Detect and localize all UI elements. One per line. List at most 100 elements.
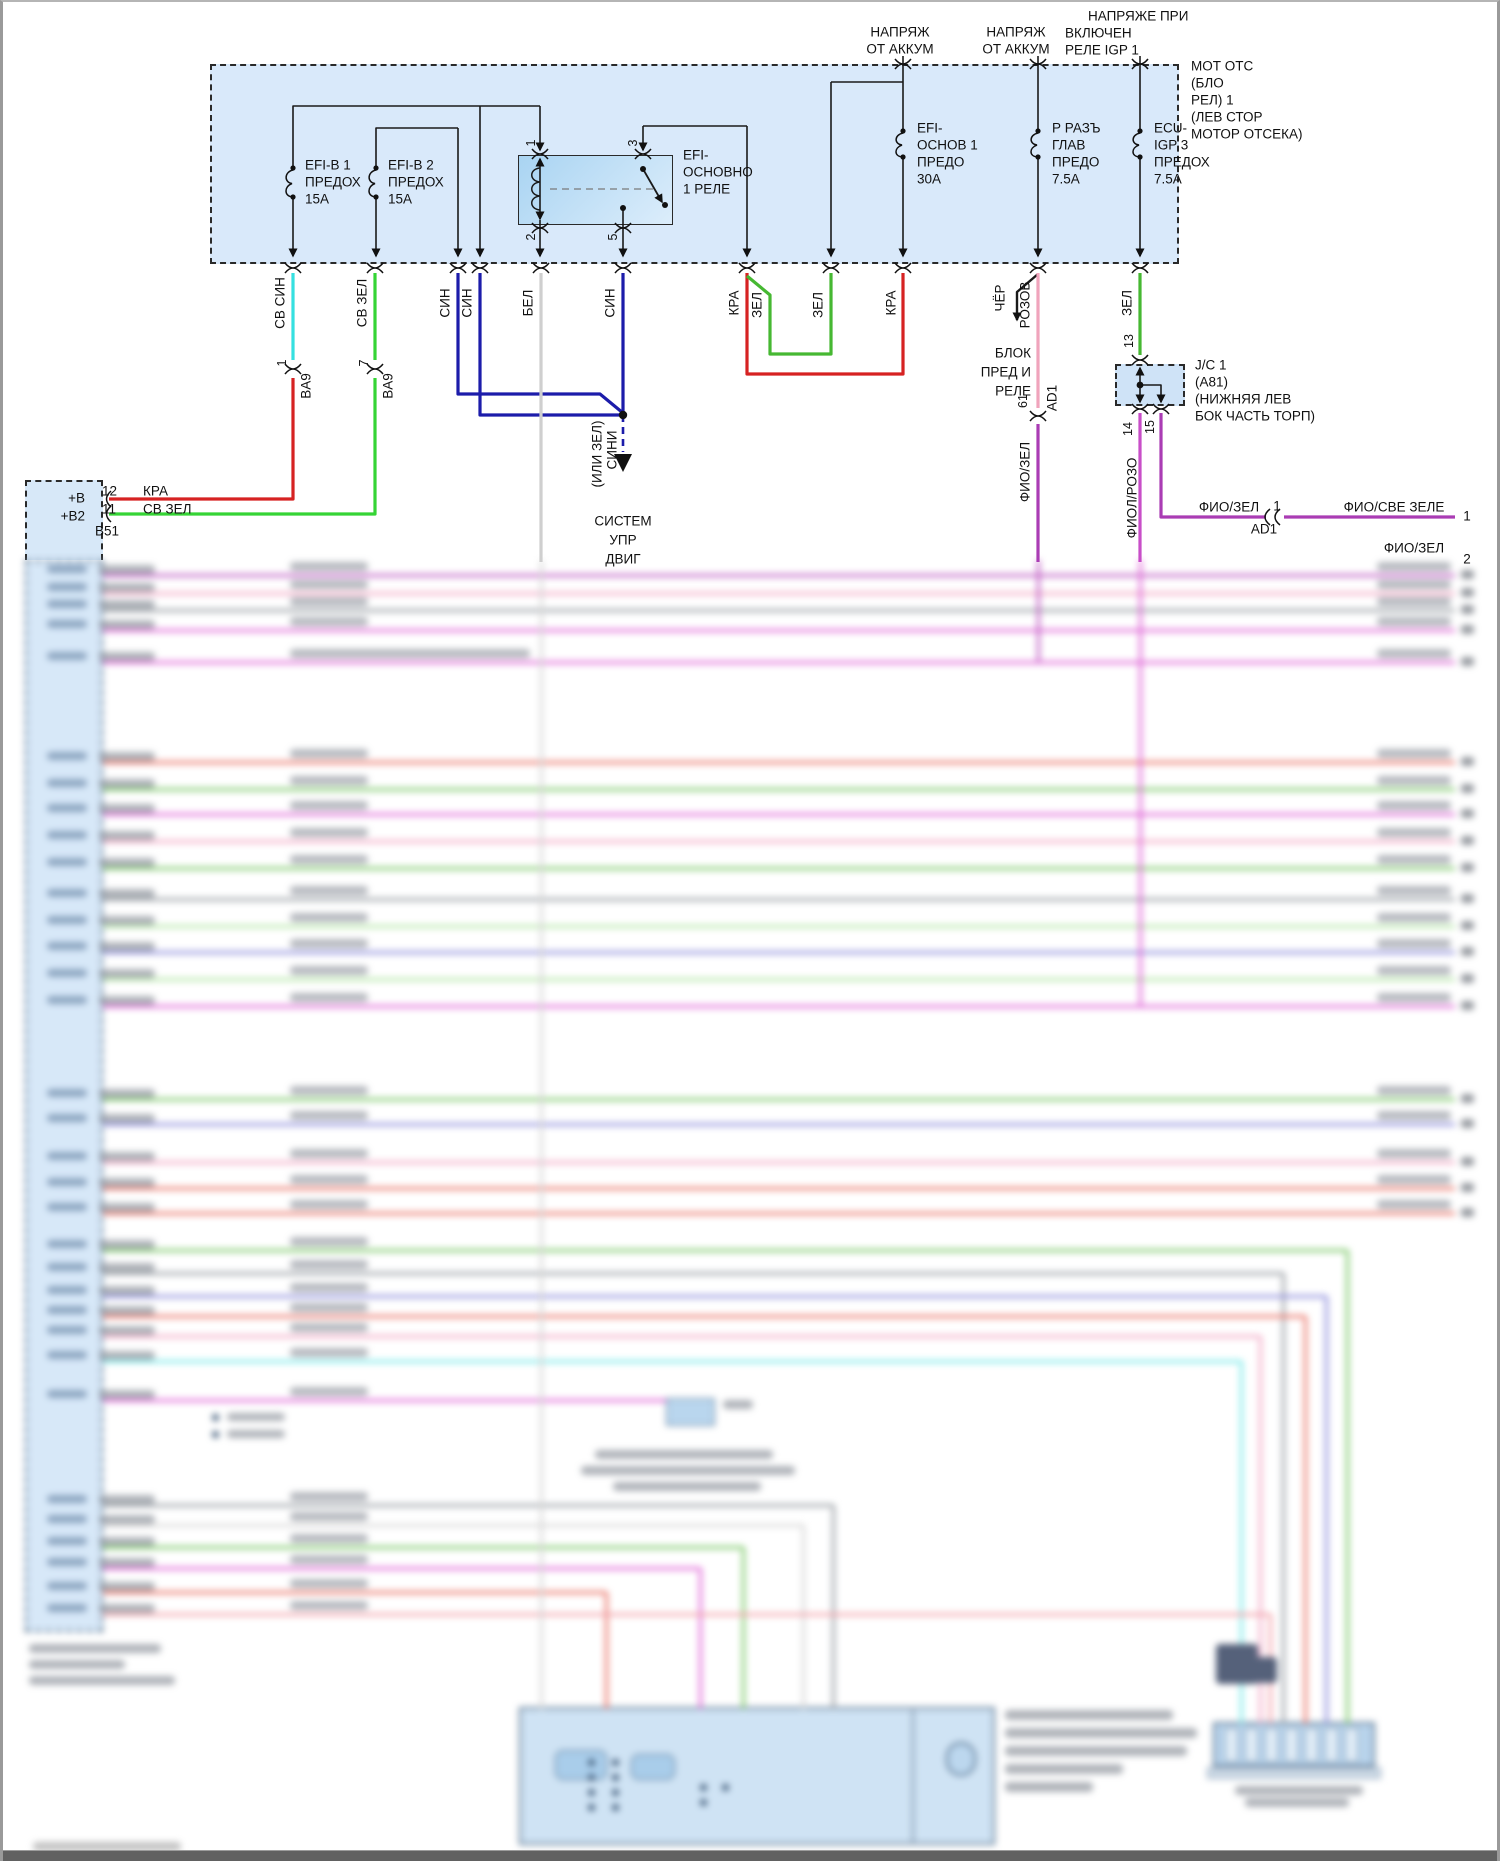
blurred-element: [700, 1799, 707, 1806]
blurred-element: [47, 1286, 87, 1294]
blurred-element: [588, 1759, 595, 1766]
blurred-element: [1377, 828, 1451, 837]
diagram-label: 5: [605, 233, 620, 241]
blurred-element: [290, 886, 368, 895]
blurred-element: [1265, 1728, 1278, 1762]
blurred-element: [1377, 855, 1451, 864]
diagram-label: РЕЛ) 1: [1191, 92, 1234, 108]
blurred-element: [47, 779, 87, 787]
diagram-label: КРА: [726, 290, 742, 316]
diagram-label: В51: [95, 523, 120, 539]
blurred-element: [1461, 863, 1474, 872]
blurred-element: [29, 1644, 161, 1653]
blurred-element: [1377, 993, 1451, 1002]
diagram-label: (НИЖНЯЯ ЛЕВ: [1195, 391, 1292, 407]
blurred-element: [47, 652, 87, 660]
blurred-element: [47, 752, 87, 760]
diagram-label: ПРЕДОХ: [1154, 154, 1210, 170]
blurred-element: [99, 565, 155, 574]
blurred-element: [103, 1211, 1455, 1215]
blurred-element: [1377, 649, 1451, 658]
diagram-label: ОТ АККУМ: [866, 41, 934, 57]
blurred-element: [99, 1089, 155, 1098]
blurred-element: [47, 1114, 87, 1122]
diagram-label: 7.5A: [1052, 171, 1080, 187]
blurred-element: [1005, 1782, 1093, 1792]
diagram-label: ОСНОВ 1: [917, 137, 978, 153]
blurred-element: [1377, 1149, 1451, 1158]
diagram-label: ФИОЛ/РОЗО: [1124, 457, 1140, 539]
blurred-element: [103, 628, 1455, 632]
diagram-label: СВ СИН: [272, 277, 288, 329]
blurred-element: [47, 969, 87, 977]
blurred-element: [588, 1804, 595, 1811]
connector-bracket-icon: [614, 262, 632, 274]
connector-bracket-icon: [471, 262, 489, 274]
blurred-element: [1377, 1086, 1451, 1095]
blurred-element: [103, 1314, 1305, 1318]
blurred-element: [1461, 974, 1474, 983]
diagram-label: СИН: [602, 288, 618, 318]
diagram-label: (А81): [1195, 374, 1229, 390]
blurred-element: [604, 1592, 608, 1709]
blurred-element: [47, 1515, 87, 1523]
blurred-element: [103, 1523, 803, 1527]
blurred-element: [595, 1450, 773, 1459]
blurred-element: [103, 1503, 833, 1507]
blurred-element: [741, 1547, 745, 1709]
diagram-label: ФИО/СВЕ ЗЕЛЕ: [1343, 499, 1445, 515]
diagram-label: (ИЛИ ЗЕЛ): [589, 420, 605, 488]
blurred-element: [1245, 1728, 1258, 1762]
blurred-element: [99, 1326, 155, 1335]
diagram-label: 1: [523, 139, 538, 147]
diagram-label: ОТ АККУМ: [982, 41, 1050, 57]
blurred-element: [99, 779, 155, 788]
blurred-element: [103, 839, 1455, 843]
blurred-element: [290, 1260, 368, 1269]
blurred-element: [47, 565, 87, 573]
blurred-element: [555, 1750, 607, 1780]
blurred-element: [1461, 570, 1474, 579]
blurred-element: [290, 1086, 368, 1095]
blurred-element: [47, 1240, 87, 1248]
blurred-element: [103, 591, 1455, 595]
blurred-element: [103, 1566, 700, 1570]
diagram-label: 13: [1121, 334, 1136, 348]
blurred-element: [99, 996, 155, 1005]
diagram-label: РЕЛЕ: [995, 383, 1031, 399]
diagram-label: 15: [1142, 420, 1157, 434]
blurred-element: [99, 1351, 155, 1360]
blurred-element: [103, 787, 1455, 791]
blurred-element: [1461, 947, 1474, 956]
blurred-element: [1345, 1250, 1349, 1724]
blurred-element: [1239, 1361, 1243, 1724]
blurred-element: [666, 1398, 715, 1426]
diagram-label: 30A: [917, 171, 942, 187]
blurred-element: [698, 1568, 702, 1709]
blurred-element: [103, 1612, 1270, 1616]
blurred-element: [1225, 1728, 1238, 1762]
blurred-element: [1377, 776, 1451, 785]
blurred-element: [612, 1789, 619, 1796]
blurred-element: [99, 942, 155, 951]
diagram-label: (БЛО: [1191, 75, 1224, 91]
diagram-label: ECU-: [1154, 120, 1187, 136]
blurred-element: [47, 1152, 87, 1160]
diagram-label: EFI-B 2: [388, 157, 434, 173]
blurred-element: [47, 1495, 87, 1503]
diagram-label: СВ ЗЕЛ: [143, 501, 192, 517]
blurred-element: [290, 749, 368, 758]
connector-bracket-icon: [1131, 262, 1149, 274]
diagram-label: J/C 1: [1195, 357, 1227, 373]
blurred-element: [47, 916, 87, 924]
diagram-label: ПРЕД И: [980, 364, 1031, 380]
blurred-element: [47, 1089, 87, 1097]
wire-segment: [745, 273, 905, 376]
blurred-element: [1005, 1764, 1123, 1774]
blurred-element: [99, 1582, 155, 1591]
blurred-element: [103, 1398, 666, 1402]
blurred-element: [631, 1754, 675, 1780]
diagram-label: НАПРЯЖЕ ПРИ: [1088, 8, 1189, 24]
blurred-element: [99, 1558, 155, 1567]
blurred-element: [1461, 657, 1474, 666]
